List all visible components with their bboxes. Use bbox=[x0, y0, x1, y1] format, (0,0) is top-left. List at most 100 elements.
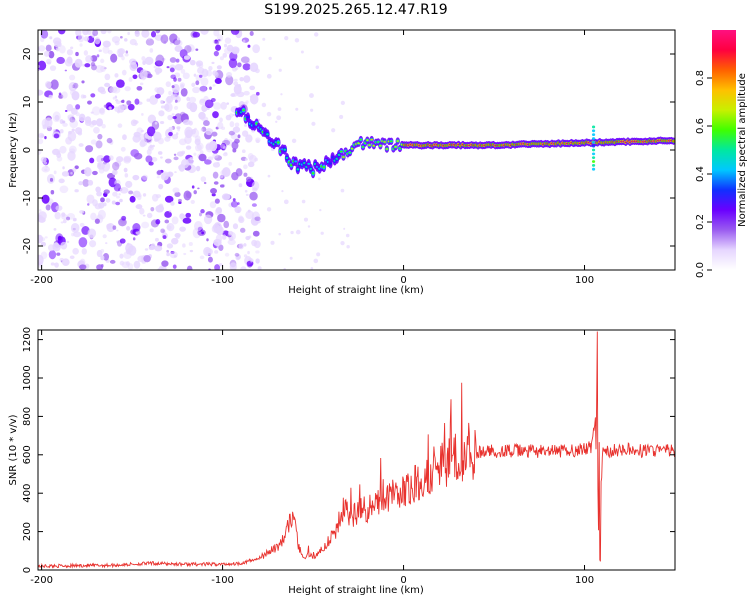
noise-blob bbox=[209, 86, 212, 90]
noise-blob bbox=[156, 87, 165, 96]
noise-blob bbox=[38, 89, 44, 96]
noise-blob bbox=[111, 36, 121, 43]
noise-blob bbox=[38, 234, 44, 244]
noise-blob bbox=[100, 90, 107, 95]
noise-blob bbox=[40, 30, 49, 39]
noise-blob bbox=[228, 58, 238, 69]
noise-blob bbox=[193, 190, 197, 195]
noise-blob bbox=[300, 50, 304, 54]
noise-blob bbox=[45, 204, 51, 211]
noise-blob bbox=[49, 177, 54, 182]
noise-blob bbox=[237, 134, 241, 139]
x-tick-label: -100 bbox=[211, 575, 234, 586]
noise-blob bbox=[169, 251, 178, 259]
noise-blob bbox=[242, 130, 249, 137]
noise-blob bbox=[214, 71, 219, 78]
signal-spike bbox=[591, 163, 596, 167]
noise-blob bbox=[53, 129, 56, 132]
y-tick-label: 600 bbox=[22, 445, 33, 464]
snr-frame bbox=[37, 329, 676, 571]
noise-blob bbox=[182, 119, 191, 126]
signal-spike bbox=[591, 152, 596, 156]
noise-blob bbox=[119, 253, 124, 259]
noise-blob bbox=[180, 87, 188, 97]
noise-blob bbox=[54, 114, 60, 121]
noise-blob bbox=[207, 256, 213, 263]
noise-blob bbox=[166, 66, 170, 69]
signal-core bbox=[389, 140, 393, 143]
noise-blob bbox=[103, 104, 107, 108]
noise-blob bbox=[276, 115, 282, 121]
noise-blob bbox=[249, 191, 258, 201]
noise-blob bbox=[125, 50, 129, 54]
noise-blob bbox=[81, 80, 85, 84]
noise-blob bbox=[346, 157, 349, 160]
noise-blob bbox=[87, 228, 97, 239]
noise-blob bbox=[71, 128, 75, 132]
noise-blob bbox=[48, 94, 53, 99]
noise-blob bbox=[235, 168, 243, 177]
noise-blob bbox=[61, 171, 70, 177]
noise-blob bbox=[277, 107, 282, 111]
noise-blob bbox=[194, 221, 203, 232]
noise-blob bbox=[128, 76, 133, 82]
noise-blob bbox=[100, 197, 105, 203]
noise-blob bbox=[54, 211, 61, 220]
noise-blob bbox=[188, 96, 197, 103]
noise-blob bbox=[75, 104, 81, 110]
noise-blob bbox=[40, 241, 46, 247]
noise-blob bbox=[266, 207, 272, 212]
noise-blob bbox=[239, 227, 246, 233]
noise-blob bbox=[205, 248, 213, 256]
noise-blob bbox=[214, 250, 219, 254]
noise-blob bbox=[166, 223, 175, 232]
noise-blob bbox=[171, 85, 175, 89]
noise-blob bbox=[87, 203, 90, 206]
noise-blob bbox=[87, 35, 95, 44]
noise-blob bbox=[104, 73, 111, 81]
noise-blob bbox=[111, 200, 116, 205]
y-tick-label: -20 bbox=[22, 238, 33, 254]
signal-core bbox=[296, 168, 300, 171]
signal-core bbox=[309, 168, 313, 171]
noise-blob bbox=[266, 111, 272, 117]
noise-blob bbox=[232, 126, 241, 133]
noise-blob bbox=[180, 111, 186, 117]
signal-core bbox=[365, 139, 369, 141]
signal-core bbox=[368, 144, 371, 146]
noise-blob bbox=[102, 45, 110, 54]
noise-blob bbox=[155, 54, 165, 66]
noise-blob bbox=[164, 195, 174, 203]
noise-blob bbox=[135, 204, 143, 210]
noise-blob bbox=[141, 112, 144, 116]
noise-blob bbox=[317, 177, 321, 181]
noise-blob bbox=[200, 128, 204, 132]
noise-blob bbox=[281, 190, 284, 193]
noise-blob bbox=[245, 210, 254, 220]
noise-blob bbox=[222, 52, 228, 58]
noise-blob bbox=[66, 103, 74, 112]
noise-blob bbox=[85, 145, 94, 153]
noise-blob bbox=[219, 175, 224, 179]
noise-blob bbox=[64, 69, 68, 72]
noise-blob bbox=[100, 65, 106, 73]
noise-blob bbox=[233, 81, 239, 86]
x-tick-label: -200 bbox=[30, 575, 53, 586]
noise-blob bbox=[250, 260, 253, 263]
spectrogram-y-axis-label: Frequency (Hz) bbox=[8, 112, 19, 188]
noise-blob bbox=[231, 141, 239, 150]
noise-blob bbox=[228, 130, 236, 136]
noise-blob bbox=[283, 267, 286, 270]
noise-blob bbox=[197, 187, 200, 190]
noise-blob bbox=[295, 107, 299, 111]
noise-blob bbox=[141, 174, 148, 181]
noise-blob bbox=[168, 126, 174, 131]
signal-core bbox=[246, 116, 250, 119]
noise-blob bbox=[257, 266, 262, 270]
noise-blob bbox=[164, 158, 172, 164]
noise-blob bbox=[213, 50, 219, 57]
noise-blob bbox=[147, 37, 151, 40]
noise-blob bbox=[199, 212, 202, 217]
noise-blob bbox=[219, 184, 225, 188]
noise-blob bbox=[107, 50, 113, 55]
